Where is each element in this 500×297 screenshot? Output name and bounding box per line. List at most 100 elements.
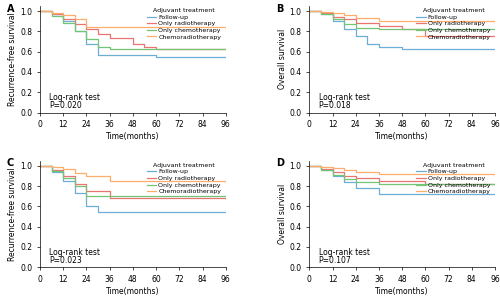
Only chemotherapy — [84, 195, 89, 198]
Y-axis label: Recurrence-free survival: Recurrence-free survival — [8, 167, 18, 261]
Only chemotherapy — [492, 182, 498, 186]
Chemoradiotherapy — [72, 171, 78, 175]
Only chemotherapy — [153, 47, 159, 50]
Follow-up — [222, 55, 228, 59]
Only radiotherapy — [106, 37, 112, 40]
Follow-up — [492, 192, 498, 196]
Only radiotherapy — [48, 12, 54, 16]
Only chemotherapy — [399, 28, 405, 31]
Follow-up — [376, 192, 382, 196]
Chemoradiotherapy — [222, 30, 228, 33]
Only radiotherapy — [330, 170, 336, 173]
Follow-up — [95, 53, 101, 56]
Chemoradiotherapy — [72, 17, 78, 21]
Only chemotherapy — [330, 168, 336, 172]
Only radiotherapy — [341, 17, 347, 21]
Follow-up — [37, 164, 43, 168]
Follow-up — [84, 205, 89, 208]
Only chemotherapy — [48, 9, 54, 13]
Text: Log-rank test: Log-rank test — [50, 94, 100, 102]
Follow-up — [84, 30, 89, 33]
Follow-up — [72, 191, 78, 195]
Only chemotherapy — [37, 9, 43, 13]
Chemoradiotherapy — [84, 171, 89, 175]
Follow-up — [341, 28, 347, 31]
Only radiotherapy — [222, 196, 228, 200]
Only chemotherapy — [222, 47, 228, 50]
Chemoradiotherapy — [318, 9, 324, 13]
Only chemotherapy — [330, 17, 336, 21]
Follow-up — [352, 28, 358, 31]
Text: Log-rank test: Log-rank test — [318, 248, 370, 257]
Only chemotherapy — [492, 28, 498, 31]
Follow-up — [222, 211, 228, 214]
Only chemotherapy — [84, 184, 89, 188]
Follow-up — [222, 211, 228, 214]
Follow-up — [48, 170, 54, 173]
Chemoradiotherapy — [330, 165, 336, 168]
Text: D: D — [276, 159, 284, 168]
Only chemotherapy — [222, 47, 228, 50]
Chemoradiotherapy — [318, 10, 324, 14]
Follow-up — [222, 55, 228, 59]
Only radiotherapy — [318, 9, 324, 13]
Only radiotherapy — [95, 33, 101, 36]
Chemoradiotherapy — [72, 167, 78, 170]
Only chemotherapy — [222, 198, 228, 202]
Chemoradiotherapy — [48, 164, 54, 168]
Only radiotherapy — [106, 196, 112, 200]
Chemoradiotherapy — [492, 172, 498, 176]
Follow-up — [399, 47, 405, 50]
Only radiotherapy — [492, 35, 498, 38]
Legend: Follow-up, Only radiotherapy, Only chemotherapy, Chemoradiotherapy: Follow-up, Only radiotherapy, Only chemo… — [146, 162, 222, 196]
Only chemotherapy — [492, 184, 498, 188]
Chemoradiotherapy — [306, 9, 312, 13]
Legend: Follow-up, Only radiotherapy, Only chemotherapy, Chemoradiotherapy: Follow-up, Only radiotherapy, Only chemo… — [415, 162, 492, 196]
Only radiotherapy — [318, 164, 324, 168]
Follow-up — [341, 180, 347, 184]
Only radiotherapy — [306, 164, 312, 168]
Chemoradiotherapy — [376, 170, 382, 173]
Only radiotherapy — [60, 174, 66, 178]
Only chemotherapy — [318, 164, 324, 168]
Follow-up — [352, 186, 358, 190]
Only chemotherapy — [341, 23, 347, 26]
Only radiotherapy — [492, 182, 498, 186]
Chemoradiotherapy — [48, 11, 54, 15]
Follow-up — [153, 53, 159, 56]
X-axis label: Time(months): Time(months) — [106, 132, 160, 141]
Only radiotherapy — [422, 179, 428, 183]
Chemoradiotherapy — [37, 9, 43, 13]
Only chemotherapy — [492, 28, 498, 31]
Chemoradiotherapy — [84, 17, 89, 21]
Only chemotherapy — [60, 176, 66, 180]
Only chemotherapy — [222, 195, 228, 198]
Chemoradiotherapy — [341, 11, 347, 15]
Follow-up — [318, 168, 324, 172]
Chemoradiotherapy — [106, 179, 112, 183]
Only chemotherapy — [60, 14, 66, 18]
Chemoradiotherapy — [48, 9, 54, 13]
Only chemotherapy — [72, 184, 78, 188]
Only radiotherapy — [72, 174, 78, 178]
Only radiotherapy — [48, 9, 54, 13]
Only chemotherapy — [130, 47, 136, 50]
Follow-up — [492, 192, 498, 196]
Only chemotherapy — [341, 17, 347, 21]
Only chemotherapy — [60, 169, 66, 173]
Follow-up — [318, 12, 324, 16]
Chemoradiotherapy — [376, 16, 382, 20]
Follow-up — [48, 9, 54, 13]
Only radiotherapy — [330, 15, 336, 19]
Text: B: B — [276, 4, 283, 14]
Follow-up — [37, 9, 43, 13]
Only radiotherapy — [72, 23, 78, 26]
Only radiotherapy — [142, 45, 148, 48]
Only radiotherapy — [222, 47, 228, 50]
Chemoradiotherapy — [318, 165, 324, 168]
Follow-up — [60, 19, 66, 23]
Only chemotherapy — [352, 23, 358, 26]
Only chemotherapy — [95, 38, 101, 41]
Only radiotherapy — [376, 24, 382, 28]
Only radiotherapy — [60, 12, 66, 16]
